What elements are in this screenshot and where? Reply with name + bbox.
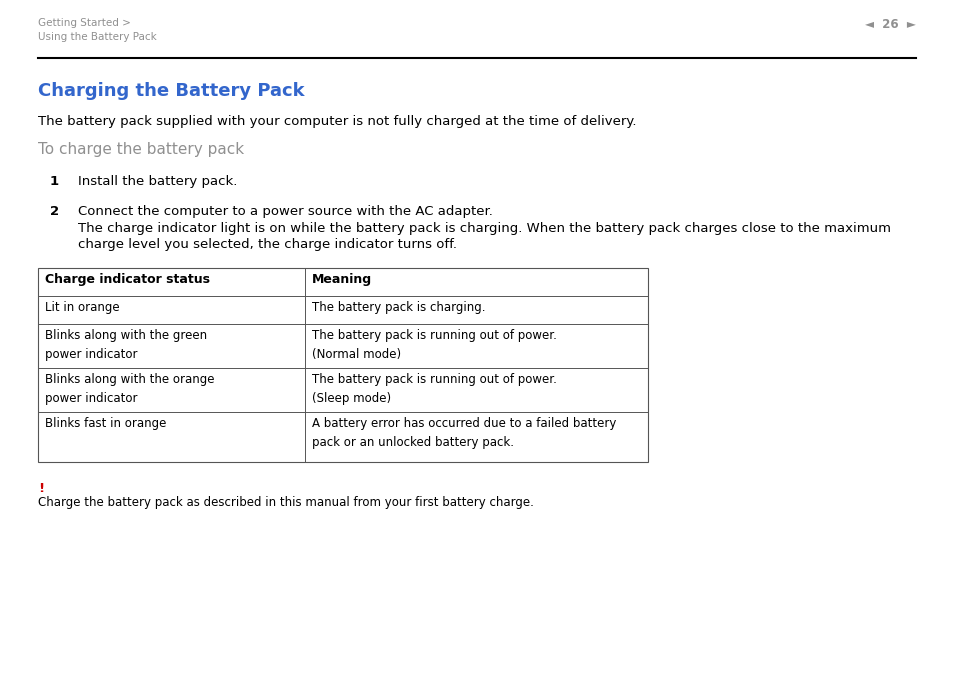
Text: Using the Battery Pack: Using the Battery Pack (38, 32, 156, 42)
Text: Lit in orange: Lit in orange (45, 301, 119, 314)
Text: A battery error has occurred due to a failed battery
pack or an unlocked battery: A battery error has occurred due to a fa… (312, 417, 616, 449)
Text: Meaning: Meaning (312, 273, 372, 286)
Text: To charge the battery pack: To charge the battery pack (38, 142, 244, 157)
Text: Charge indicator status: Charge indicator status (45, 273, 210, 286)
Text: !: ! (38, 482, 44, 495)
Text: charge level you selected, the charge indicator turns off.: charge level you selected, the charge in… (78, 238, 456, 251)
Text: Install the battery pack.: Install the battery pack. (78, 175, 237, 188)
Text: The charge indicator light is on while the battery pack is charging. When the ba: The charge indicator light is on while t… (78, 222, 890, 235)
Text: The battery pack supplied with your computer is not fully charged at the time of: The battery pack supplied with your comp… (38, 115, 636, 128)
Text: 2: 2 (50, 205, 59, 218)
Text: Blinks fast in orange: Blinks fast in orange (45, 417, 166, 430)
Text: Getting Started >: Getting Started > (38, 18, 131, 28)
Bar (38, 268, 647, 462)
Text: 1: 1 (50, 175, 59, 188)
Text: Blinks along with the orange
power indicator: Blinks along with the orange power indic… (45, 373, 214, 405)
Text: The battery pack is charging.: The battery pack is charging. (312, 301, 485, 314)
Text: The battery pack is running out of power.
(Sleep mode): The battery pack is running out of power… (312, 373, 557, 405)
Text: The battery pack is running out of power.
(Normal mode): The battery pack is running out of power… (312, 329, 557, 361)
Text: Charge the battery pack as described in this manual from your first battery char: Charge the battery pack as described in … (38, 496, 534, 509)
Text: Blinks along with the green
power indicator: Blinks along with the green power indica… (45, 329, 207, 361)
Text: ◄  26  ►: ◄ 26 ► (864, 18, 915, 31)
Text: Charging the Battery Pack: Charging the Battery Pack (38, 82, 304, 100)
Text: Connect the computer to a power source with the AC adapter.: Connect the computer to a power source w… (78, 205, 493, 218)
